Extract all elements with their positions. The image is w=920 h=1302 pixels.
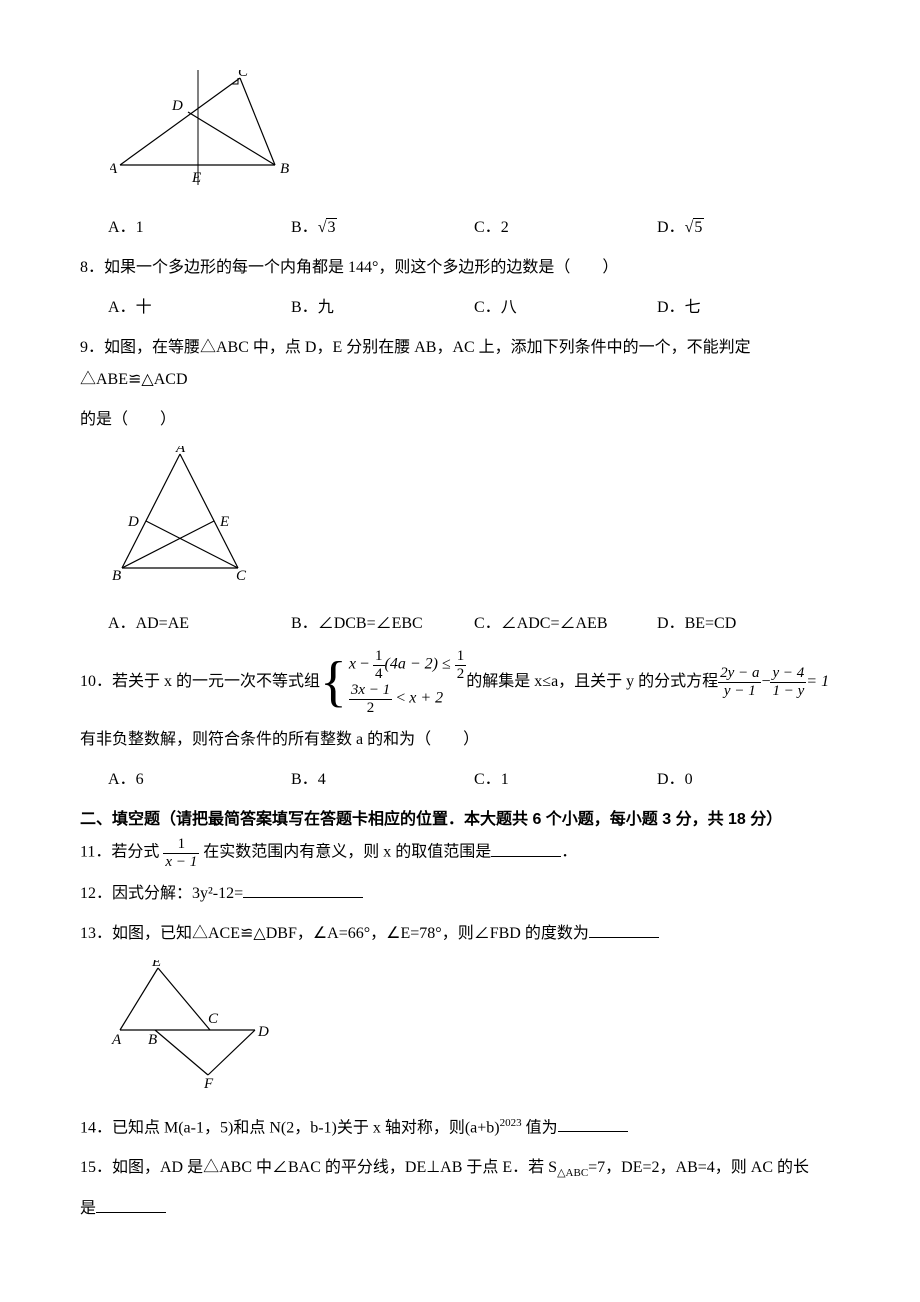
q11-blank bbox=[491, 840, 561, 857]
q7-choice-b: B．√3 bbox=[291, 212, 474, 244]
q13-figure: A B C D E F bbox=[110, 960, 840, 1102]
q8-choices: A．十 B．九 C．八 D．七 bbox=[108, 292, 840, 324]
svg-text:D: D bbox=[127, 514, 139, 530]
svg-text:D: D bbox=[171, 98, 183, 114]
svg-text:C: C bbox=[238, 70, 249, 80]
svg-text:A: A bbox=[111, 1032, 122, 1048]
q10-system: { x − 14(4a − 2) ≤ 12 3x − 12 < x + 2 bbox=[320, 648, 466, 716]
q13: 13．如图，已知△ACE≌△DBF，∠A=66°，∠E=78°，则∠FBD 的度… bbox=[80, 918, 840, 950]
q13-blank bbox=[589, 921, 659, 938]
q12-blank bbox=[243, 881, 363, 898]
q12: 12．因式分解：3y²-12= bbox=[80, 878, 840, 910]
q13-svg: A B C D E F bbox=[110, 960, 280, 1090]
q15-line1: 15．如图，AD 是△ABC 中∠BAC 的平分线，DE⊥AB 于点 E．若 S… bbox=[80, 1152, 840, 1184]
q7-choice-c: C．2 bbox=[474, 212, 657, 244]
q9-svg: A B C D E bbox=[110, 446, 250, 586]
svg-text:B: B bbox=[280, 161, 289, 177]
q7-svg: A B C D E bbox=[110, 70, 290, 190]
svg-text:A: A bbox=[175, 446, 186, 456]
q10-choices: A．6 B．4 C．1 D．0 bbox=[108, 764, 840, 796]
svg-text:E: E bbox=[151, 960, 161, 970]
q10-choice-b: B．4 bbox=[291, 764, 474, 796]
q7-a-val: 1 bbox=[136, 219, 144, 236]
svg-text:D: D bbox=[257, 1024, 269, 1040]
q8-choice-a: A．十 bbox=[108, 292, 291, 324]
q9-choices: A．AD=AE B．∠DCB=∠EBC C．∠ADC=∠AEB D．BE=CD bbox=[108, 608, 840, 640]
svg-text:C: C bbox=[236, 568, 247, 584]
section2-title: 二、填空题（请把最简答案填写在答题卡相应的位置．本大题共 6 个小题，每小题 3… bbox=[80, 804, 840, 836]
q10-mid: 的解集是 x≤a，且关于 y 的分式方程 bbox=[466, 666, 718, 698]
q9-text-2: 的是（ ） bbox=[80, 404, 840, 436]
q9-choice-b: B．∠DCB=∠EBC bbox=[291, 608, 474, 640]
svg-text:C: C bbox=[208, 1011, 219, 1027]
q7-choices: A．1 B．√3 C．2 D．√5 bbox=[108, 212, 840, 244]
q10-choice-a: A．6 bbox=[108, 764, 291, 796]
svg-text:E: E bbox=[191, 170, 201, 186]
svg-text:A: A bbox=[110, 161, 118, 177]
q10-line1: 10．若关于 x 的一元一次不等式组 { x − 14(4a − 2) ≤ 12… bbox=[80, 648, 840, 716]
q10-choice-c: C．1 bbox=[474, 764, 657, 796]
q11: 11．若分式 1x − 1 在实数范围内有意义，则 x 的取值范围是． bbox=[80, 836, 840, 870]
q8-choice-b: B．九 bbox=[291, 292, 474, 324]
q7-b-val: 3 bbox=[326, 218, 337, 236]
q10-prefix: 10．若关于 x 的一元一次不等式组 bbox=[80, 666, 320, 698]
q9-choice-d: D．BE=CD bbox=[657, 608, 840, 640]
svg-text:F: F bbox=[203, 1076, 214, 1090]
q14: 14．已知点 M(a-1，5)和点 N(2，b-1)关于 x 轴对称，则(a+b… bbox=[80, 1112, 840, 1144]
q14-blank bbox=[558, 1115, 628, 1132]
svg-text:B: B bbox=[148, 1032, 157, 1048]
q7-choice-d: D．√5 bbox=[657, 212, 840, 244]
q9-choice-a: A．AD=AE bbox=[108, 608, 291, 640]
q8-choice-d: D．七 bbox=[657, 292, 840, 324]
svg-text:B: B bbox=[112, 568, 121, 584]
q9-choice-c: C．∠ADC=∠AEB bbox=[474, 608, 657, 640]
q9-figure: A B C D E bbox=[110, 446, 840, 598]
q7-d-val: 5 bbox=[693, 218, 704, 236]
q8-text: 8．如果一个多边形的每一个内角都是 144°，则这个多边形的边数是（ ） bbox=[80, 252, 840, 284]
q10-line2: 有非负整数解，则符合条件的所有整数 a 的和为（ ） bbox=[80, 724, 840, 756]
q8-choice-c: C．八 bbox=[474, 292, 657, 324]
q15-line2: 是 bbox=[80, 1193, 840, 1225]
q9-text-1: 9．如图，在等腰△ABC 中，点 D，E 分别在腰 AB，AC 上，添加下列条件… bbox=[80, 332, 840, 396]
q7-c-val: 2 bbox=[501, 219, 509, 236]
q15-blank bbox=[96, 1196, 166, 1213]
q7-choice-a: A．1 bbox=[108, 212, 291, 244]
q7-figure: A B C D E bbox=[110, 70, 840, 202]
q10-choice-d: D．0 bbox=[657, 764, 840, 796]
svg-text:E: E bbox=[219, 514, 229, 530]
